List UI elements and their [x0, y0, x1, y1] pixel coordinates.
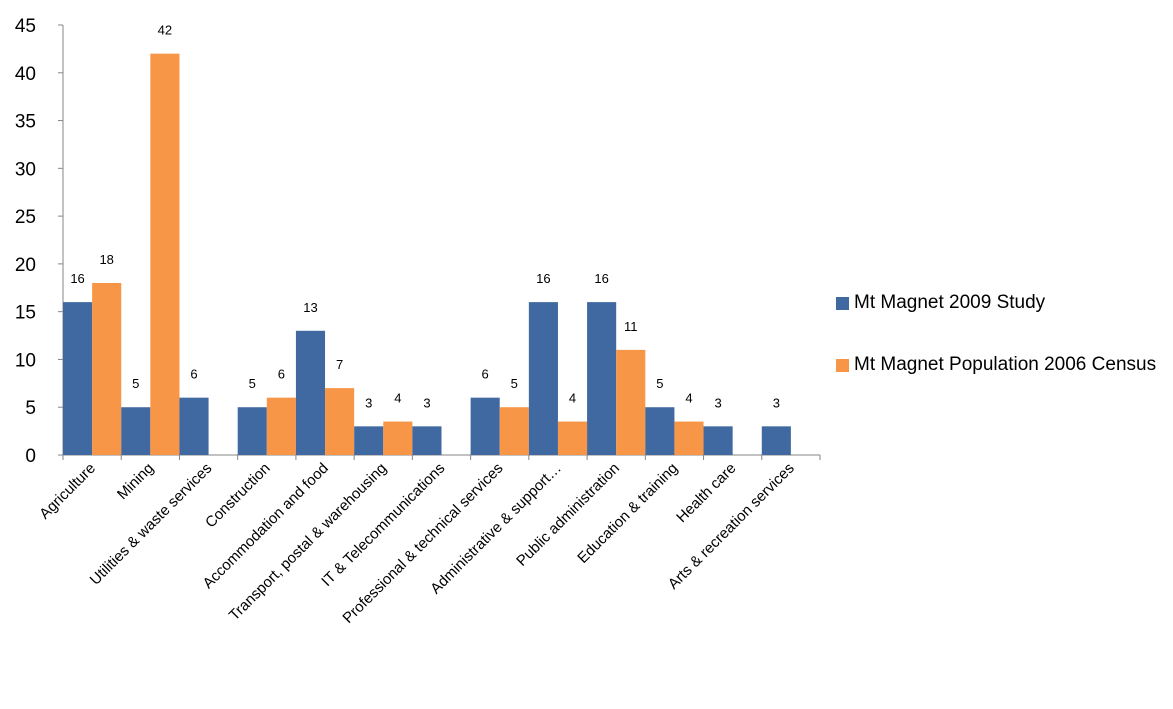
- data-label: 4: [394, 391, 401, 406]
- bar: [237, 407, 267, 455]
- legend-swatch: [836, 297, 849, 310]
- bar: [150, 53, 180, 456]
- x-tick-label: Public administration: [513, 460, 623, 570]
- x-tick-label: Mining: [114, 460, 157, 503]
- bar: [412, 426, 442, 455]
- data-label: 3: [714, 395, 721, 410]
- y-tick-label: 25: [15, 207, 36, 228]
- bar: [674, 421, 704, 455]
- y-tick-label: 45: [15, 16, 36, 37]
- bar: [354, 426, 384, 455]
- data-label: 3: [773, 395, 780, 410]
- y-tick-label: 20: [15, 255, 36, 276]
- bar: [703, 426, 733, 455]
- data-label: 6: [190, 367, 197, 382]
- y-tick-label: 0: [25, 446, 36, 467]
- data-label: 16: [70, 271, 84, 286]
- data-label: 4: [569, 391, 576, 406]
- data-label: 16: [594, 271, 608, 286]
- x-tick-label: Agriculture: [36, 460, 99, 523]
- data-label: 5: [656, 376, 663, 391]
- bar: [499, 407, 529, 455]
- y-tick-label: 30: [15, 159, 36, 180]
- y-tick-label: 5: [25, 398, 36, 419]
- bar: [645, 407, 675, 455]
- bar: [761, 426, 791, 455]
- bar: [587, 302, 617, 455]
- bar: [383, 421, 413, 455]
- data-label: 6: [482, 367, 489, 382]
- data-label: 4: [685, 391, 692, 406]
- bar: [528, 302, 558, 455]
- x-tick-label: Education & training: [574, 460, 681, 567]
- bar: [63, 302, 93, 455]
- y-tick-label: 10: [15, 350, 36, 371]
- legend-label: Mt Magnet Population 2006 Census: [854, 354, 1157, 375]
- x-tick-label: Utilities & waste services: [87, 460, 216, 589]
- y-tick-label: 35: [15, 112, 36, 133]
- data-label: 3: [423, 395, 430, 410]
- bar: [557, 421, 588, 455]
- data-label: 6: [278, 367, 285, 382]
- data-label: 18: [99, 252, 113, 267]
- legend-item: Mt Magnet 2009 Study: [836, 292, 1171, 314]
- legend-swatch: [836, 359, 849, 372]
- data-label: 11: [624, 319, 638, 334]
- data-label: 5: [132, 376, 139, 391]
- bar: [179, 397, 209, 455]
- bar: [470, 397, 500, 455]
- bar: [325, 388, 355, 455]
- data-label: 7: [336, 357, 343, 372]
- bar: [616, 349, 646, 455]
- data-label: 42: [158, 23, 172, 38]
- bar: [266, 397, 296, 455]
- data-label: 13: [303, 300, 317, 315]
- bar: [121, 407, 151, 455]
- bar: [92, 283, 122, 455]
- bar: [295, 330, 326, 455]
- data-label: 5: [511, 376, 518, 391]
- y-tick-label: 40: [15, 64, 36, 85]
- legend-label: Mt Magnet 2009 Study: [854, 292, 1046, 313]
- legend-item: Mt Magnet Population 2006 Census: [836, 354, 1171, 376]
- y-tick-label: 15: [15, 303, 36, 324]
- data-label: 5: [249, 376, 256, 391]
- data-label: 16: [536, 271, 550, 286]
- data-label: 3: [365, 395, 372, 410]
- legend: Mt Magnet 2009 Study Mt Magnet Population…: [836, 292, 1171, 416]
